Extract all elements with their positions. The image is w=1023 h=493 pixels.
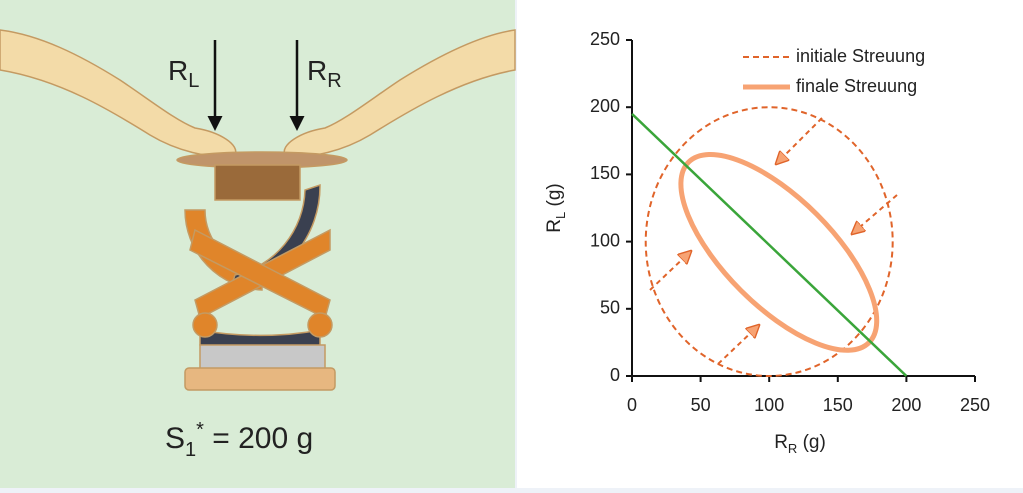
y-tick-label: 0 <box>610 365 620 385</box>
y-tick-label: 200 <box>590 96 620 116</box>
y-tick-label: 50 <box>600 298 620 318</box>
x-tick-label: 0 <box>627 395 637 415</box>
x-tick-label: 250 <box>960 395 990 415</box>
x-tick-label: 100 <box>754 395 784 415</box>
figure: RL RR S1* = 200 g RR (g) RL (g) 05010015… <box>0 0 1023 488</box>
page: RL RR S1* = 200 g RR (g) RL (g) 05010015… <box>0 0 1023 493</box>
y-tick-label: 250 <box>590 29 620 49</box>
x-tick-label: 200 <box>891 395 921 415</box>
x-axis-label: RR (g) <box>774 432 826 456</box>
y-tick-label: 100 <box>590 230 620 250</box>
x-tick-label: 50 <box>691 395 711 415</box>
legend-label: initiale Streuung <box>796 46 925 66</box>
legend-label: finale Streuung <box>796 76 917 96</box>
y-tick-label: 150 <box>590 163 620 183</box>
x-tick-label: 150 <box>823 395 853 415</box>
y-axis-label: RL (g) <box>544 183 568 232</box>
